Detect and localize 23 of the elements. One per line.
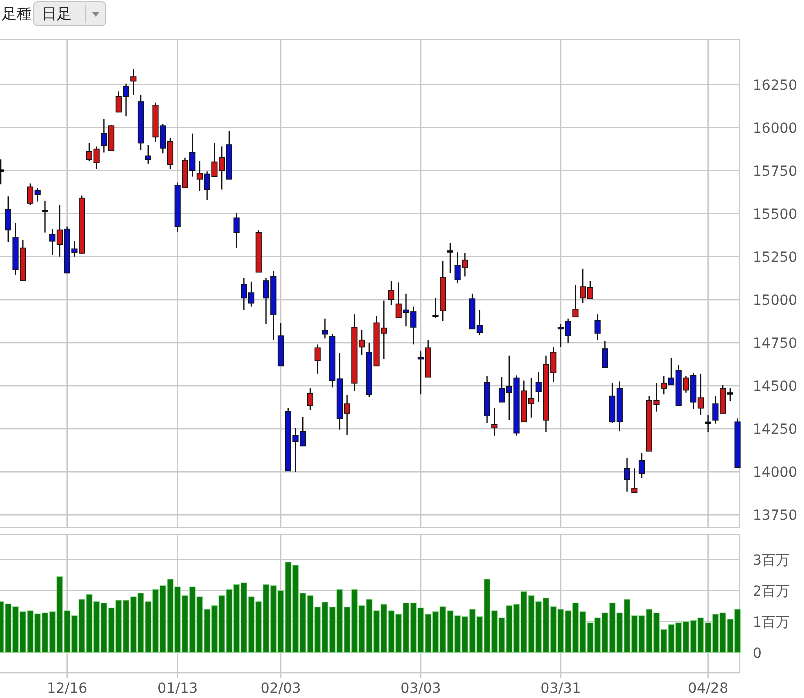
y-tick-label: 14000 [753, 465, 798, 482]
x-tick-label: 03/03 [400, 681, 442, 697]
y-tick-label: 1百万 [753, 614, 790, 631]
y-tick-label: 14500 [753, 378, 798, 395]
y-tick-label: 15000 [753, 292, 798, 309]
text: 日足 [42, 5, 72, 23]
y-tick-label: 15750 [753, 164, 798, 180]
x-tick-label: 04/28 [688, 681, 728, 697]
y-tick-label: 14750 [753, 336, 798, 352]
y-tick-label: 16000 [753, 120, 798, 137]
x-tick-label: 12/16 [47, 681, 88, 697]
y-tick-label: 16250 [753, 78, 798, 94]
text: 足種 [2, 5, 32, 23]
y-tick-label: 0 [753, 646, 762, 662]
y-tick-label: 3百万 [753, 552, 790, 569]
y-tick-label: 14250 [753, 422, 798, 438]
y-tick-label: 2百万 [753, 584, 790, 600]
y-tick-label: 15500 [753, 206, 798, 223]
x-tick-label: 03/31 [540, 681, 582, 697]
y-tick-label: 13750 [753, 508, 798, 524]
y-tick-label: 15250 [753, 250, 798, 266]
x-tick-label: 01/13 [158, 681, 198, 697]
x-tick-label: 02/03 [260, 681, 302, 697]
